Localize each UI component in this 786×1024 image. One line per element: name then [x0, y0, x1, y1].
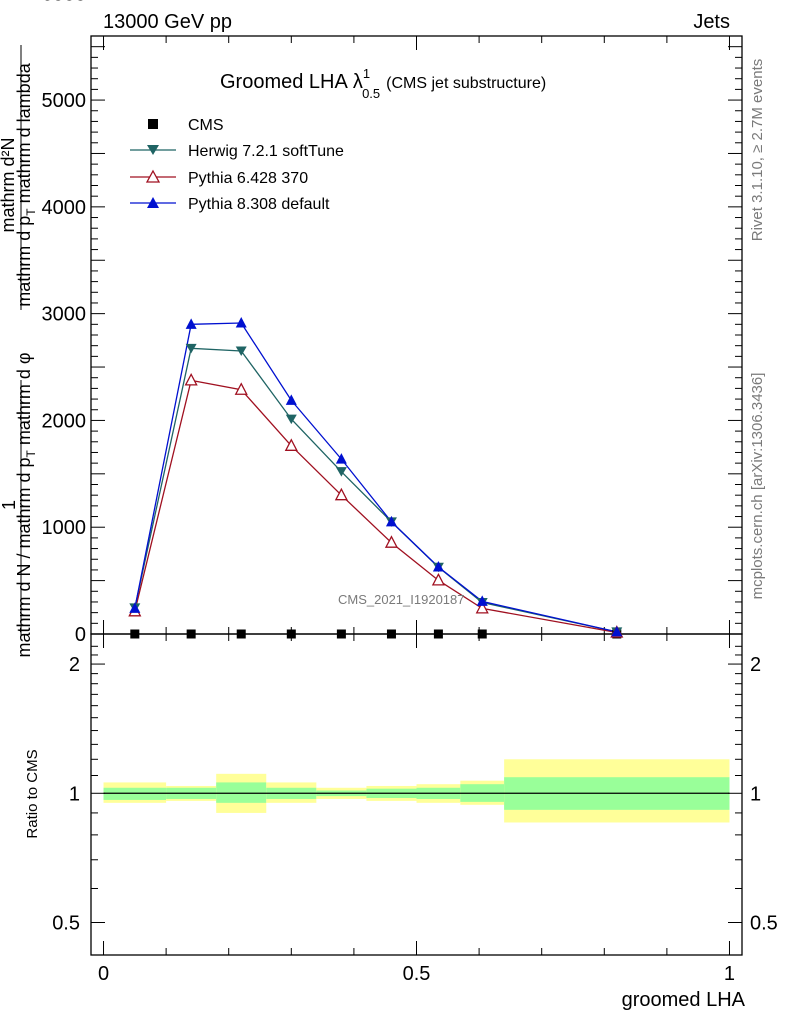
ratio-axis-ticks: 0.5 0.5 1 1 2 2 0 0.5 1 [52, 634, 778, 985]
ylabel-dp: mathrm d p [14, 216, 34, 307]
title-lambda: λ [353, 71, 363, 93]
marker-cms-5 [386, 629, 396, 639]
main-y-tick-label: 3000 [42, 304, 87, 326]
marker-pythia6-1 [184, 372, 198, 386]
ylabel-dlambda: mathrm d lambda [14, 62, 34, 208]
legend-label-pythia6: Pythia 6.428 370 [188, 170, 308, 187]
marker-pythia8-4 [335, 453, 347, 464]
series-markers [128, 316, 624, 639]
marker-pythia8-1 [185, 318, 197, 329]
marker-pythia6-6 [431, 572, 445, 586]
ratio-uncertainty-bands [103, 759, 730, 823]
ratio-inner-band-2 [216, 782, 267, 803]
ratio-y-axis-label: Ratio to CMS [24, 749, 41, 838]
marker-pythia8-0 [129, 602, 141, 613]
main-y-axis-label: 1 mathrm d N / mathrm d pT mathrm d φ ma… [0, 45, 38, 658]
marker-cms-7 [477, 629, 487, 639]
marker-pythia6-7 [475, 600, 489, 614]
legend-marker-herwig [147, 145, 159, 155]
marker-herwig-2 [235, 346, 247, 357]
main-y-tick-label: 6000 [42, 0, 87, 5]
legend-marker-cms [148, 119, 158, 129]
marker-cms-4 [336, 629, 346, 639]
ratio-y-tick-label-right: 2 [750, 654, 761, 676]
series-line-pythia8 [134, 322, 617, 633]
main-y-tick-label: 5000 [42, 90, 87, 112]
x-tick-label: 1 [724, 963, 735, 985]
title-note: (CMS jet substructure) [386, 75, 546, 92]
main-y-tick-label: 4000 [42, 197, 87, 219]
marker-cms-1 [186, 629, 196, 639]
ylabel-1: 1 [0, 500, 19, 510]
mcplots-label: mcplots.cern.ch [arXiv:1306.3436] [749, 373, 766, 600]
legend-label-pythia8: Pythia 8.308 default [188, 196, 330, 213]
main-y-tick-label: 1000 [42, 517, 87, 539]
ylabel-T-right: T [24, 208, 38, 216]
legend: CMS Herwig 7.2.1 softTune Pythia 6.428 3… [130, 117, 344, 213]
main-y-tick-label-zero: 0 [75, 624, 86, 646]
marker-pythia8-3 [285, 394, 297, 405]
marker-pythia8-2 [235, 316, 247, 328]
x-tick-label: 0 [98, 963, 109, 985]
main-y-tick-label: 2000 [42, 410, 87, 432]
ratio-y-tick-label-left: 1 [69, 783, 80, 805]
marker-cms-2 [236, 629, 246, 639]
marker-pythia8-8 [611, 625, 623, 637]
marker-cms-0 [130, 629, 140, 639]
rivet-version-label: Rivet 3.1.10, ≥ 2.7M events [749, 59, 766, 242]
title-sup: 1 [363, 66, 370, 81]
ylabel-dphi: mathrm d φ [14, 352, 34, 450]
legend-label-cms: CMS [188, 117, 224, 134]
ylabel-dN: mathrm d N / mathrm d p [14, 457, 34, 657]
title-sub: 0.5 [362, 86, 380, 101]
ratio-y-tick-label-left: 2 [69, 654, 80, 676]
ratio-y-tick-label-right: 0.5 [750, 912, 778, 934]
plot-title: Groomed LHA λ1 0.5 (CMS jet substructure) [220, 66, 546, 101]
series-line-herwig [134, 347, 617, 633]
marker-herwig-1 [185, 343, 197, 354]
legend-marker-pythia8 [147, 197, 159, 208]
marker-pythia8-7 [476, 595, 488, 606]
ylabel-frac-right: mathrm d pT mathrm d lambda [14, 62, 38, 306]
ylabel-T-left: T [24, 449, 38, 457]
analysis-watermark: CMS_2021_I1920187 [338, 592, 465, 607]
ratio-y-tick-label-left: 0.5 [52, 912, 80, 934]
ratio-y-tick-label-right: 1 [750, 783, 761, 805]
legend-marker-pythia6 [145, 169, 161, 183]
x-tick-label: 0.5 [403, 963, 431, 985]
energy-label: 13000 GeV pp [103, 11, 232, 33]
marker-pythia6-3 [284, 438, 298, 451]
series-lines [134, 322, 617, 634]
main-axis-ticks: 1000 2000 3000 4000 5000 6000 0 [42, 0, 742, 646]
marker-pythia8-6 [432, 560, 444, 572]
marker-pythia6-5 [384, 535, 399, 548]
ylabel-d2N: mathrm d²N [0, 137, 18, 232]
marker-pythia6-2 [234, 382, 248, 395]
marker-pythia6-4 [334, 487, 348, 501]
title-main: Groomed LHA [220, 71, 348, 93]
marker-pythia8-5 [385, 515, 397, 527]
process-label: Jets [693, 11, 730, 33]
x-axis-label: groomed LHA [622, 989, 746, 1011]
marker-cms-3 [286, 629, 296, 639]
marker-herwig-4 [335, 467, 347, 477]
legend-label-herwig: Herwig 7.2.1 softTune [188, 143, 344, 160]
marker-cms-6 [433, 629, 443, 639]
marker-herwig-3 [285, 414, 297, 425]
ylabel-frac-left: mathrm d N / mathrm d pT mathrm d φ [14, 352, 38, 657]
